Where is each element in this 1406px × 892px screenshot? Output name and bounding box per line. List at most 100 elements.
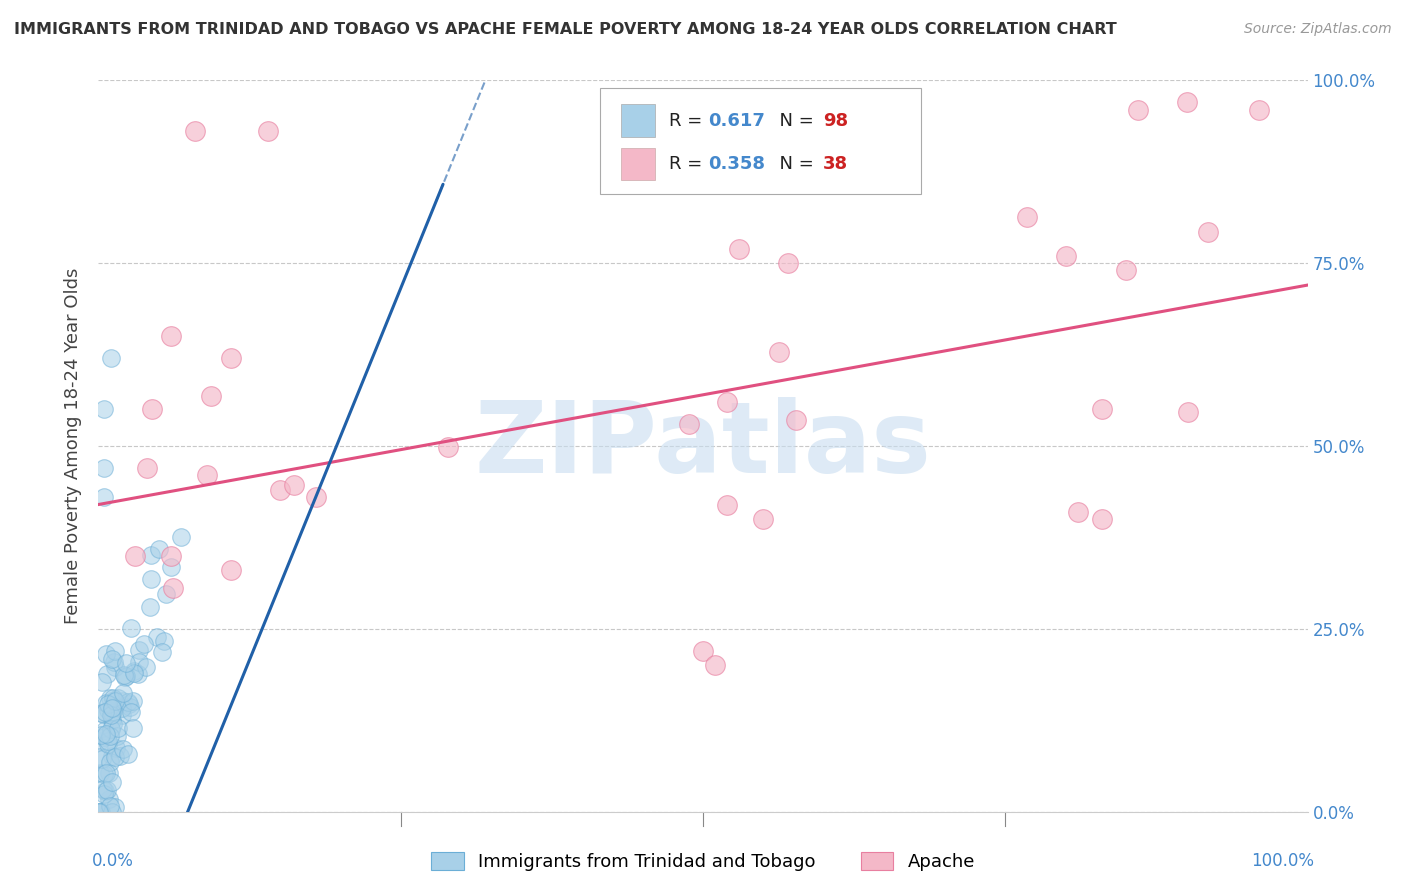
Point [269, 483, 291, 497]
Point [101, 805, 124, 819]
Point [100, 351, 122, 366]
Point [132, 637, 155, 651]
Point [93, 706, 115, 721]
Point [195, 468, 218, 483]
Point [94, 647, 117, 661]
Text: 38: 38 [823, 155, 848, 173]
Point [90, 706, 112, 720]
Point [101, 698, 124, 713]
Point [104, 660, 127, 674]
Point [104, 750, 127, 764]
Point [1175, 95, 1198, 110]
Text: 100.0%: 100.0% [1250, 852, 1313, 870]
Point [160, 559, 183, 574]
Point [96, 696, 118, 710]
Point [120, 700, 142, 714]
Point [97, 766, 120, 780]
Point [100, 723, 122, 737]
Point [124, 549, 146, 563]
Point [100, 749, 122, 764]
Point [96, 766, 118, 780]
Point [122, 694, 145, 708]
Point [107, 721, 129, 735]
Point [98, 690, 121, 705]
Point [716, 395, 738, 409]
Text: 98: 98 [823, 112, 848, 129]
Point [101, 717, 124, 731]
Point [776, 256, 799, 270]
Point [170, 530, 193, 544]
Point [120, 705, 142, 719]
Point [90, 728, 112, 742]
Point [93, 461, 115, 475]
Point [96, 783, 118, 797]
Point [1054, 249, 1077, 263]
Text: 0.0%: 0.0% [93, 852, 134, 870]
Point [139, 548, 162, 562]
Text: ZIPatlas: ZIPatlas [475, 398, 931, 494]
Point [101, 714, 124, 728]
FancyBboxPatch shape [621, 147, 655, 180]
Point [112, 741, 135, 756]
Point [98, 755, 121, 769]
Point [104, 740, 127, 755]
Point [101, 652, 124, 666]
Point [145, 630, 167, 644]
Point [752, 512, 775, 526]
Point [128, 656, 150, 670]
Text: IMMIGRANTS FROM TRINIDAD AND TOBAGO VS APACHE FEMALE POVERTY AMONG 18-24 YEAR OL: IMMIGRANTS FROM TRINIDAD AND TOBAGO VS A… [14, 22, 1116, 37]
Point [101, 701, 124, 715]
Point [1067, 505, 1090, 519]
Point [103, 693, 125, 707]
Point [120, 621, 142, 635]
Point [150, 644, 173, 658]
Y-axis label: Female Poverty Among 18-24 Year Olds: Female Poverty Among 18-24 Year Olds [65, 268, 83, 624]
Point [768, 345, 790, 359]
Point [678, 417, 700, 432]
Point [103, 800, 125, 814]
Point [89, 805, 111, 819]
Point [117, 695, 139, 709]
Point [112, 668, 135, 682]
Point [96, 666, 118, 681]
Point [89, 766, 111, 780]
Point [98, 798, 121, 813]
Point [655, 124, 678, 138]
Point [221, 563, 243, 577]
Point [141, 402, 163, 417]
Point [96, 726, 118, 740]
FancyBboxPatch shape [621, 103, 655, 136]
Point [93, 767, 115, 781]
Text: R =: R = [669, 155, 709, 173]
Point [117, 747, 139, 762]
Point [437, 440, 460, 454]
Point [103, 644, 125, 658]
Point [90, 752, 112, 766]
Point [97, 733, 120, 747]
Point [101, 706, 124, 721]
Point [256, 124, 278, 138]
Point [100, 708, 122, 723]
Point [100, 700, 122, 714]
Point [93, 730, 115, 744]
Point [122, 665, 145, 679]
Point [785, 413, 807, 427]
Point [1091, 402, 1114, 417]
Text: 0.358: 0.358 [707, 155, 765, 173]
Point [148, 542, 170, 557]
Point [728, 242, 751, 256]
Point [97, 791, 120, 805]
Point [1091, 512, 1114, 526]
Point [283, 478, 305, 492]
Point [91, 782, 114, 797]
Point [128, 643, 150, 657]
Point [1015, 210, 1038, 224]
Point [101, 691, 124, 706]
Point [111, 708, 134, 723]
Point [184, 124, 207, 138]
Point [1249, 103, 1271, 117]
Point [200, 389, 222, 403]
Point [112, 694, 135, 708]
Point [117, 697, 139, 711]
Point [87, 750, 110, 764]
